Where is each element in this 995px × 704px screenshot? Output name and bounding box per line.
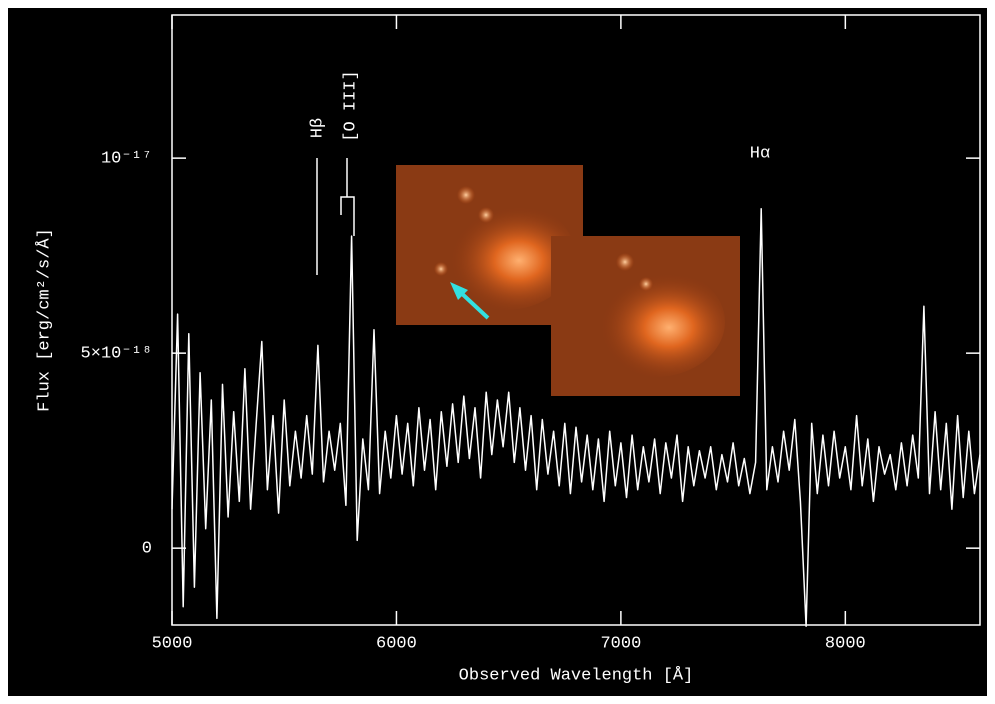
arrow-head: [450, 282, 468, 300]
galaxy: [585, 267, 725, 377]
x-tick-label: 6000: [376, 634, 417, 653]
annotation: Hβ: [308, 118, 327, 138]
plot-frame: [171, 14, 981, 626]
x-tick-label: 7000: [600, 634, 641, 653]
annotation: [O III]: [341, 70, 360, 141]
x-axis-label: Observed Wavelength [Å]: [459, 666, 694, 685]
inset-images: [396, 165, 740, 396]
panel: [8, 8, 987, 696]
annotation: Hα: [750, 144, 770, 163]
marker: [340, 196, 355, 215]
x-tick-label: 5000: [152, 634, 193, 653]
galaxy: [457, 186, 475, 204]
spectrum-line: [172, 209, 980, 626]
y-tick-label: 0: [142, 540, 152, 559]
x-tick-label: 8000: [825, 634, 866, 653]
y-tick-label: 5×10⁻¹⁸: [81, 345, 152, 364]
galaxy: [478, 207, 494, 223]
galaxy: [616, 253, 634, 271]
galaxy: [434, 262, 448, 276]
y-tick-label: 10⁻¹⁷: [101, 150, 152, 169]
galaxy: [639, 277, 653, 291]
galaxy: [435, 200, 575, 310]
y-axis-label: Flux [erg/cm²/s/Å]: [35, 228, 54, 412]
line-markers: [316, 158, 355, 275]
